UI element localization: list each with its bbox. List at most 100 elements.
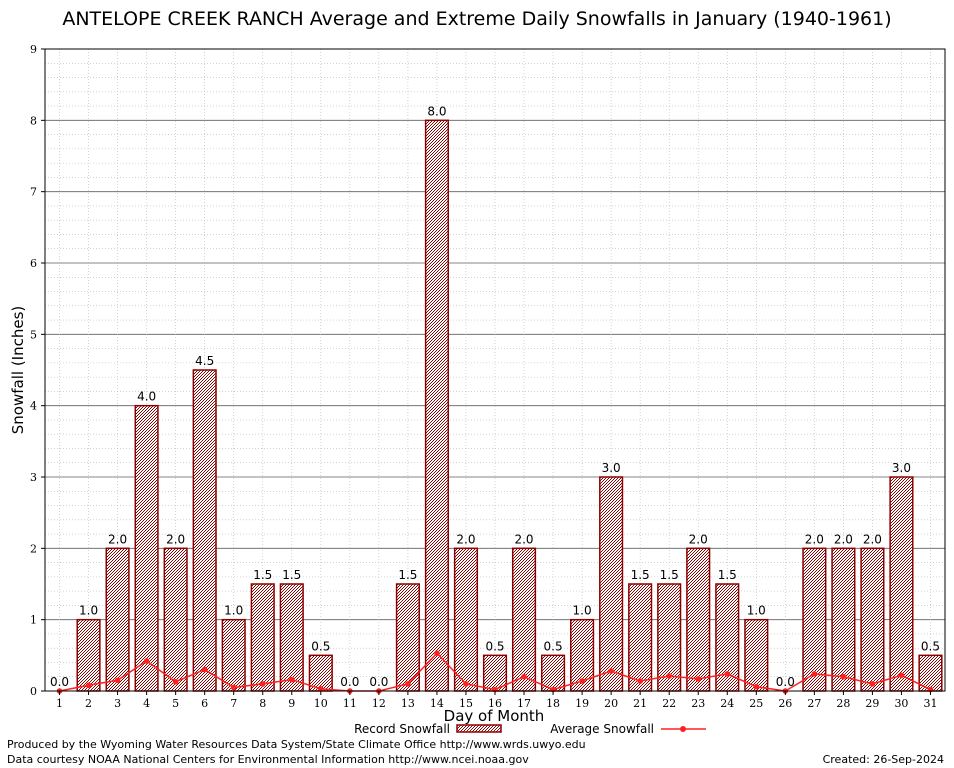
- bar-value-label: 0.5: [921, 639, 940, 653]
- average-point-day-14: [434, 650, 440, 656]
- bar-value-label: 0.5: [485, 639, 504, 653]
- bar-value-label: 0.0: [340, 675, 359, 689]
- bar-value-label: 1.5: [631, 568, 650, 582]
- bar-value-label: 2.0: [689, 532, 708, 546]
- bar-day-5: [163, 547, 188, 692]
- x-tick-label: 17: [517, 697, 531, 710]
- x-tick-label: 4: [143, 697, 150, 710]
- legend: Record Snowfall Average Snowfall: [354, 722, 706, 736]
- y-tick-label: 2: [30, 542, 37, 555]
- average-point-day-5: [172, 678, 179, 685]
- average-point-day-19: [579, 678, 585, 684]
- bar-day-29: [860, 547, 885, 692]
- average-point-day-24: [724, 671, 731, 677]
- y-axis-label: Snowfall (Inches): [9, 306, 27, 434]
- bar-day-15: [453, 547, 479, 692]
- average-point-day-3: [114, 677, 121, 684]
- x-tick-label: 13: [401, 697, 415, 710]
- chart-title: ANTELOPE CREEK RANCH Average and Extreme…: [62, 8, 892, 30]
- bar-value-label: 1.0: [747, 604, 766, 618]
- footer-credit-data: Data courtesy NOAA National Centers for …: [7, 753, 529, 766]
- legend-average-label: Average Snowfall: [550, 722, 654, 736]
- bar-value-label: 2.0: [166, 532, 185, 546]
- x-tick-label: 19: [575, 697, 589, 710]
- average-point-day-9: [288, 676, 295, 683]
- y-tick-label: 3: [30, 471, 37, 484]
- x-tick-label: 15: [459, 697, 473, 710]
- x-tick-label: 25: [749, 697, 763, 710]
- average-point-day-28: [840, 673, 847, 680]
- bar-value-label: 3.0: [892, 461, 911, 475]
- x-tick-label: 14: [430, 697, 444, 710]
- x-tick-label: 31: [923, 697, 937, 710]
- x-tick-label: 16: [488, 697, 502, 710]
- bar-value-label: 2.0: [108, 532, 127, 546]
- bar-day-7: [221, 618, 246, 692]
- x-tick-label: 1: [56, 697, 63, 710]
- average-point-day-23: [695, 676, 702, 682]
- x-tick-label: 3: [114, 697, 121, 710]
- legend-record-swatch: [456, 724, 502, 733]
- y-tick-label: 9: [30, 43, 37, 56]
- bar-value-label: 4.0: [137, 390, 156, 404]
- bar-value-label: 0.5: [544, 639, 563, 653]
- bar-value-label: 3.0: [602, 461, 621, 475]
- x-axis-label: Day of Month: [444, 707, 545, 725]
- y-tick-label: 5: [30, 328, 37, 341]
- bar-value-label: 2.0: [456, 532, 475, 546]
- y-tick-label: 8: [30, 114, 37, 127]
- x-tick-label: 18: [546, 697, 560, 710]
- bar-value-label: 2.0: [863, 532, 882, 546]
- x-tick-label: 8: [259, 697, 266, 710]
- bar-day-2: [76, 618, 101, 692]
- bar-day-28: [831, 547, 856, 692]
- bar-day-17: [511, 547, 537, 692]
- x-tick-label: 27: [807, 697, 821, 710]
- bar-value-label: 0.0: [369, 675, 388, 689]
- average-point-day-4: [143, 658, 150, 664]
- bar-day-27: [802, 547, 827, 692]
- bar-day-6: [192, 369, 217, 692]
- bar-value-label: 1.0: [573, 604, 592, 618]
- y-tick-label: 0: [30, 685, 37, 698]
- legend-average-marker: [680, 726, 686, 732]
- average-point-day-29: [869, 681, 876, 687]
- bar-day-4: [134, 404, 159, 692]
- x-tick-label: 20: [604, 697, 618, 710]
- bar-day-9: [279, 583, 304, 692]
- bar-value-label: 1.0: [79, 604, 98, 618]
- x-tick-label: 21: [633, 697, 647, 710]
- x-tick-label: 2: [85, 697, 92, 710]
- bar-value-label: 1.5: [253, 568, 272, 582]
- x-tick-label: 11: [343, 697, 357, 710]
- x-tick-label: 23: [691, 697, 705, 710]
- average-point-day-20: [608, 668, 614, 674]
- bar-value-label: 1.5: [660, 568, 679, 582]
- x-tick-label: 12: [372, 697, 386, 710]
- x-tick-label: 24: [720, 697, 734, 710]
- bar-value-label: 0.0: [776, 675, 795, 689]
- average-point-day-8: [259, 681, 266, 687]
- bar-value-label: 1.5: [398, 568, 417, 582]
- footer-credit-producer: Produced by the Wyoming Water Resources …: [7, 738, 586, 751]
- x-tick-label: 28: [836, 697, 850, 710]
- average-point-day-30: [898, 672, 905, 679]
- bar-day-21: [628, 583, 653, 692]
- average-point-day-27: [811, 671, 818, 677]
- bar-value-label: 1.0: [224, 604, 243, 618]
- footer-created-date: Created: 26-Sep-2024: [822, 753, 944, 766]
- x-tick-label: 6: [201, 697, 208, 710]
- bar-day-20: [599, 476, 624, 692]
- bar-value-label: 4.5: [195, 354, 214, 368]
- bar-value-label: 2.0: [805, 532, 824, 546]
- average-point-day-7: [230, 684, 237, 691]
- x-tick-label: 22: [662, 697, 676, 710]
- x-tick-label: 7: [230, 697, 237, 710]
- bar-value-label: 1.5: [718, 568, 737, 582]
- bar-value-label: 1.5: [282, 568, 301, 582]
- average-point-day-13: [405, 681, 411, 687]
- average-point-day-25: [753, 683, 760, 690]
- average-point-day-2: [85, 682, 92, 689]
- bar-day-8: [250, 583, 275, 692]
